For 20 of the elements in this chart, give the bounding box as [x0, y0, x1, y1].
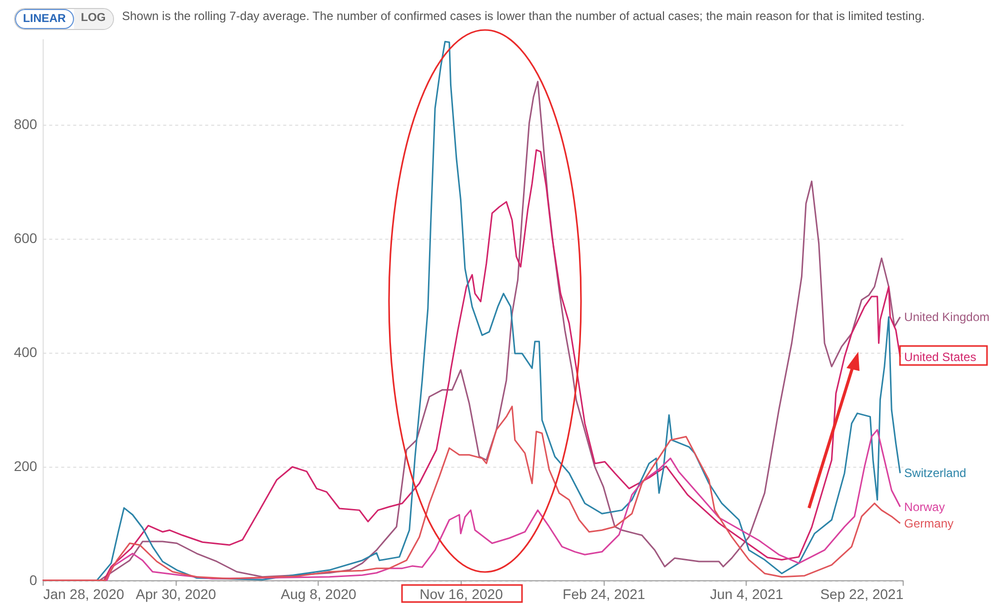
series-label: United States: [904, 350, 976, 364]
x-tick-label: Jan 28, 2020: [43, 586, 124, 602]
series-label: United Kingdom: [904, 310, 990, 324]
text: LINEAR: [15, 9, 74, 29]
y-tick-label: 0: [29, 572, 38, 588]
chart-subtitle: Shown is the rolling 7-day average. The number of confirmed cases is lower than the number of actual cases; the main reason for that is limited testing.: [122, 9, 925, 23]
y-tick-label: 400: [14, 344, 38, 360]
x-tick-label: Sep 22, 2021: [820, 586, 904, 602]
x-tick-label: Feb 24, 2021: [562, 586, 646, 602]
y-tick-label: 800: [14, 116, 38, 132]
series-label: Germany: [904, 516, 954, 530]
y-tick-label: 600: [14, 230, 38, 246]
x-tick-label: Jun 4, 2021: [710, 586, 784, 602]
series-label: Switzerland: [904, 466, 966, 480]
x-tick-label: Aug 8, 2020: [280, 586, 357, 602]
x-tick-label: Nov 16, 2020: [420, 586, 504, 602]
series-label: Norway: [904, 500, 945, 514]
y-tick-label: 200: [14, 458, 38, 474]
text: LOG: [74, 9, 113, 29]
x-tick-label: Apr 30, 2020: [136, 586, 216, 602]
